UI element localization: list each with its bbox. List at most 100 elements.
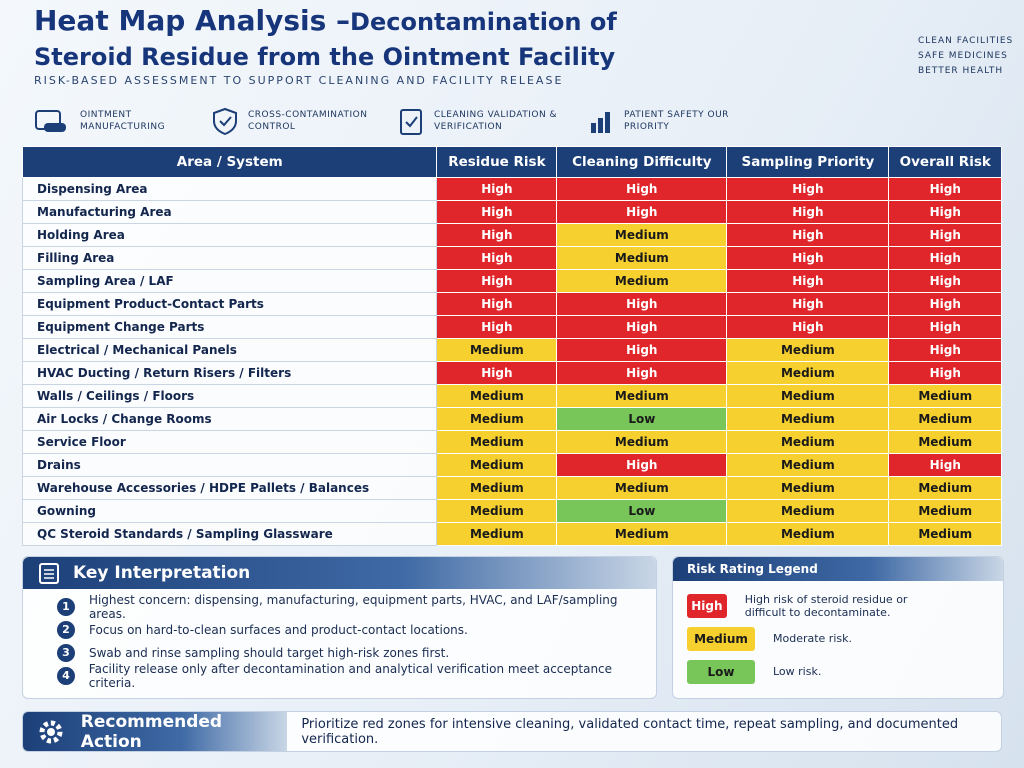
- table-row: Holding Area High Medium High High: [21, 223, 1002, 247]
- risk-cell: Medium: [436, 476, 558, 500]
- action-header: Recommended Action: [23, 711, 288, 752]
- column-header: Overall Risk: [888, 146, 1002, 178]
- table-row: Walls / Ceilings / Floors Medium Medium Med…: [21, 384, 1002, 408]
- action-title: Recommended Action: [80, 711, 223, 752]
- risk-cell: High: [556, 200, 728, 224]
- risk-cell: High: [556, 453, 728, 477]
- badge-text: CLEANING VALIDATION & VERIFICATION: [434, 110, 558, 132]
- risk-cell: High: [726, 177, 890, 201]
- risk-cell: Medium: [436, 453, 558, 477]
- risk-cell: High: [556, 292, 728, 316]
- icon: [591, 112, 610, 133]
- panel-title: Key Interpretation: [73, 563, 251, 583]
- risk-cell: High: [888, 315, 1002, 339]
- legend-item: Low Low risk.: [687, 655, 927, 688]
- risk-cell: High: [888, 453, 1002, 477]
- risk-cell: Medium: [726, 384, 890, 408]
- badge-text: CROSS-CONTAMINATION CONTROL: [248, 110, 368, 132]
- risk-cell: High: [726, 246, 890, 270]
- icon: [35, 110, 66, 132]
- title-main: Heat Map Analysis –: [34, 4, 351, 37]
- risk-cell: Medium: [888, 407, 1002, 431]
- table-row: Gowning Medium Low Medium Medium: [21, 499, 1002, 523]
- risk-cell: Medium: [726, 407, 890, 431]
- table-row: Warehouse Accessories / HDPE Pallets / B…: [21, 476, 1002, 500]
- badge: OINTMENT MANUFACTURING: [34, 104, 210, 138]
- table-row: Equipment Product-Contact Parts High High H…: [21, 292, 1002, 316]
- risk-cell: High: [888, 246, 1002, 270]
- risk-cell: Medium: [726, 361, 890, 385]
- risk-cell: High: [436, 315, 558, 339]
- risk-cell: High: [726, 315, 890, 339]
- area-name: Manufacturing Area: [21, 200, 438, 224]
- risk-cell: High: [436, 200, 558, 224]
- title-rest: Decontamination of Steroid Residue from …: [34, 8, 617, 71]
- table-row: Service Floor Medium Medium Medium Medium: [21, 430, 1002, 454]
- table-row: Equipment Change Parts High High High High: [21, 315, 1002, 339]
- table-row: Filling Area High Medium High High: [21, 246, 1002, 270]
- item-number: 3: [57, 643, 75, 662]
- table-row: QC Steroid Standards / Sampling Glasswar…: [21, 522, 1002, 546]
- badge-text: PATIENT SAFETY OUR PRIORITY: [624, 110, 729, 132]
- risk-cell: High: [436, 292, 558, 316]
- badge: PATIENT SAFETY OUR PRIORITY: [588, 104, 754, 138]
- item-text: Swab and rinse sampling should target hi…: [89, 645, 450, 660]
- legend-description: Moderate risk.: [773, 632, 852, 645]
- risk-cell: Medium: [436, 430, 558, 454]
- item-number: 1: [57, 597, 75, 616]
- risk-cell: Medium: [726, 430, 890, 454]
- badge: CROSS-CONTAMINATION CONTROL: [212, 104, 378, 138]
- table-row: Sampling Area / LAF High Medium High High: [21, 269, 1002, 293]
- legend-list: High High risk of steroid residue or diff…: [673, 581, 927, 688]
- badge-text: OINTMENT MANUFACTURING: [80, 110, 166, 132]
- icon: [39, 720, 63, 743]
- risk-cell: High: [888, 200, 1002, 224]
- area-name: Drains: [21, 453, 438, 477]
- column-header: Residue Risk: [436, 146, 558, 178]
- table-row: Air Locks / Change Rooms Medium Low Medium M…: [21, 407, 1002, 431]
- area-name: QC Steroid Standards / Sampling Glasswar…: [21, 522, 438, 546]
- area-name: Filling Area: [21, 246, 438, 270]
- risk-cell: High: [436, 246, 558, 270]
- legend-chip: High: [687, 593, 727, 618]
- risk-cell: Medium: [436, 499, 558, 523]
- risk-cell: Medium: [436, 338, 558, 362]
- risk-cell: Medium: [556, 522, 728, 546]
- risk-cell: High: [726, 292, 890, 316]
- risk-cell: High: [726, 200, 890, 224]
- risk-cell: High: [726, 223, 890, 247]
- risk-cell: Medium: [726, 453, 890, 477]
- icon: [39, 563, 59, 584]
- area-name: Service Floor: [21, 430, 438, 454]
- risk-cell: High: [888, 292, 1002, 316]
- title: Heat Map Analysis –Decontamination of St…: [34, 4, 674, 74]
- area-name: Air Locks / Change Rooms: [21, 407, 438, 431]
- legend-chip: Low: [687, 659, 755, 684]
- interpretation-item: 3 Swab and rinse sampling should target h…: [57, 641, 656, 664]
- risk-cell: Medium: [556, 430, 728, 454]
- risk-cell: Medium: [726, 499, 890, 523]
- legend-item: Medium Moderate risk.: [687, 622, 927, 655]
- risk-cell: High: [436, 269, 558, 293]
- tagline-line: CLEAN FACILITIES: [918, 36, 1014, 46]
- item-text: Focus on hard-to-clean surfaces and prod…: [89, 622, 468, 637]
- area-name: Dispensing Area: [21, 177, 438, 201]
- legend-panel: Risk Rating Legend High High risk of ster…: [672, 556, 1004, 699]
- risk-cell: Medium: [726, 338, 890, 362]
- table-row: Manufacturing Area High High High High: [21, 200, 1002, 224]
- column-header: Area / System: [21, 146, 438, 178]
- risk-cell: Medium: [888, 384, 1002, 408]
- risk-cell: Medium: [888, 430, 1002, 454]
- item-number: 4: [57, 666, 75, 685]
- tagline-line: SAFE MEDICINES: [918, 51, 1008, 61]
- risk-cell: High: [436, 223, 558, 247]
- risk-cell: Medium: [436, 522, 558, 546]
- column-header: Sampling Priority: [726, 146, 890, 178]
- risk-cell: High: [888, 223, 1002, 247]
- item-number: 2: [57, 620, 75, 639]
- area-name: Gowning: [21, 499, 438, 523]
- interpretation-item: 1 Highest concern: dispensing, manufactur…: [57, 592, 656, 621]
- risk-cell: Medium: [888, 522, 1002, 546]
- item-text: Highest concern: dispensing, manufacturi…: [88, 592, 618, 621]
